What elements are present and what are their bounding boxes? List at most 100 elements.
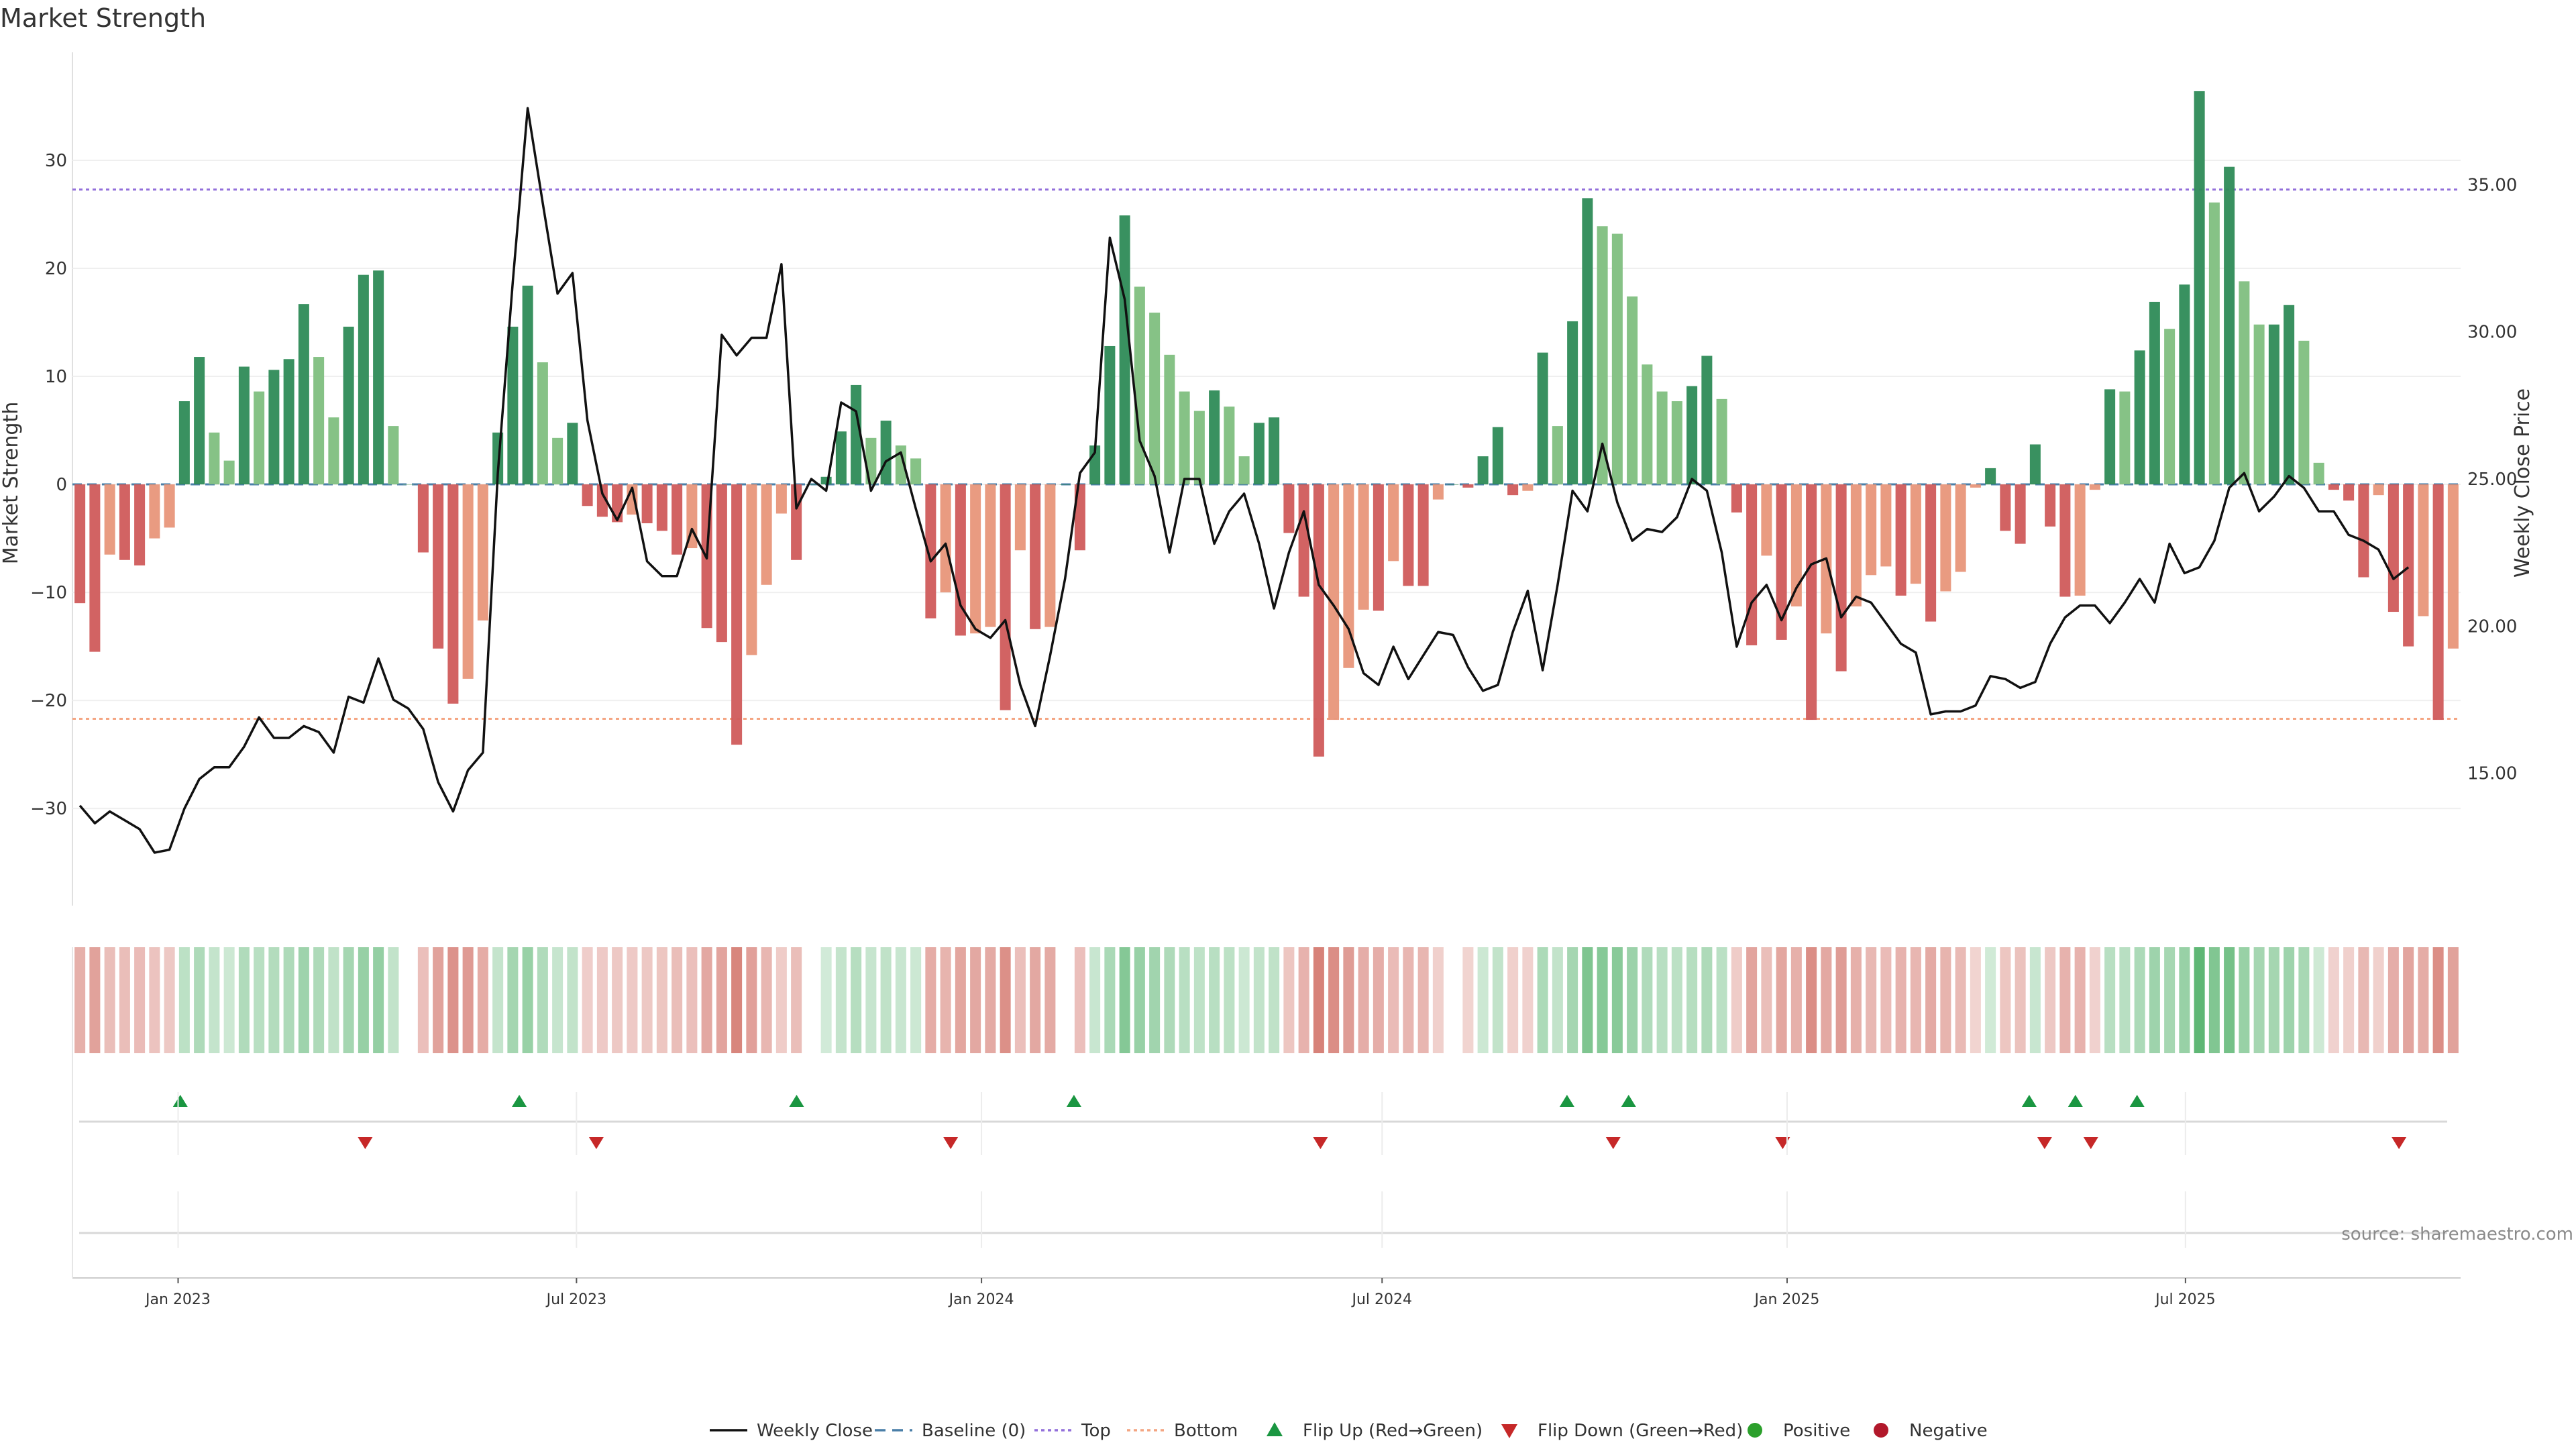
flip-down-marker [1605,1137,1621,1149]
heat-cell [2194,947,2205,1053]
flip-down-marker [1775,1137,1790,1149]
heat-cell [1074,947,1085,1053]
strength-bar [2149,301,2160,485]
heat-cell [1224,947,1235,1053]
heat-cell [2298,947,2310,1053]
strength-bar [1567,321,1578,485]
heat-cell [552,947,564,1053]
y-tick-label: 30 [45,151,67,171]
strength-bar [149,484,160,539]
strength-bar [1074,484,1085,551]
strength-bar [1328,484,1340,720]
heat-cell [1089,947,1101,1053]
strength-bar [358,274,369,485]
heat-cell [1209,947,1220,1053]
strength-bar [1835,484,1847,672]
heat-cell [343,947,354,1053]
strength-bar [1477,456,1489,485]
heat-cell [223,947,235,1053]
strength-bar [1985,468,1996,485]
strength-bar [1597,226,1608,485]
heat-cell [2239,947,2250,1053]
heat-cell [89,947,101,1053]
weekly-close-line [78,107,2410,854]
heat-cell [1761,947,1772,1053]
strength-bar [433,484,444,649]
strength-bar [1044,484,1056,627]
heat-cell [2164,947,2176,1053]
strength-bar [1209,390,1220,485]
heat-cell [612,947,623,1053]
legend-swatch-triangle-up [1267,1422,1283,1436]
strength-bar [940,484,951,593]
heat-cell [1373,947,1384,1053]
strength-bar [596,484,608,517]
strength-bar [2373,484,2384,496]
strength-bar [1776,484,1787,640]
y-tick-label: 0 [56,475,67,495]
strength-bar [672,484,683,555]
heat-cell [851,947,862,1053]
strength-bar [1611,233,1623,485]
strength-bar [1164,354,1175,485]
strength-bar [1238,456,1250,485]
flip-up-marker [2068,1095,2083,1107]
y2-tick-label: 15.00 [2467,764,2517,784]
heat-cell [1806,947,1817,1053]
strength-bar [2074,484,2086,596]
strength-bar [1000,484,1011,710]
strength-bar [283,359,294,485]
heat-cell [2328,947,2339,1053]
flip-down-marker [358,1137,373,1149]
heat-cell [2268,947,2279,1053]
strength-bar [1059,484,1071,485]
heat-cell [895,947,906,1053]
y2-tick-label: 25.00 [2467,470,2517,490]
strength-bar [537,362,548,485]
strength-bar [1642,364,1653,485]
heat-cell [656,947,667,1053]
flip-down-marker [1313,1137,1328,1149]
heat-cell [1850,947,1862,1053]
heat-cell [686,947,698,1053]
legend-item: Baseline (0) [875,1421,1026,1441]
heat-cell [1970,947,1981,1053]
strength-bar [417,484,429,553]
strength-bar [1149,313,1161,485]
heat-cell [492,947,504,1053]
strength-bar [119,484,130,560]
flip-markers-panel [79,1095,2447,1149]
heat-cell [119,947,130,1053]
heat-cell [2284,947,2295,1053]
heat-cell [1671,947,1682,1053]
strength-bar [2343,484,2355,501]
heat-cell [1925,947,1937,1053]
strength-bar [2119,391,2131,485]
heat-cell [2253,947,2265,1053]
strength-bar [656,484,667,531]
legend-swatch-triangle-down [1501,1424,1517,1438]
strength-bar [1806,484,1817,720]
heat-cell [970,947,981,1053]
strength-bar [1119,215,1130,485]
legend-item: Top [1034,1421,1111,1441]
strength-bar [820,476,832,485]
heat-cell [2447,947,2459,1053]
strength-bar [1731,484,1742,513]
heat-cell [298,947,309,1053]
legend-item: Bottom [1127,1421,1238,1441]
strength-bar [2059,484,2071,597]
heat-cell [596,947,608,1053]
heat-cell [313,947,325,1053]
x-axis-ticks: Jan 2023 Jul 2023 Jan 2024 Jul 2024 Jan 2025… [144,1092,2216,1308]
lower-panel [72,947,2461,1279]
strength-bar [343,326,354,485]
x-tick-label: Jul 2024 [1350,1291,1412,1308]
strength-bar [1283,484,1295,533]
strength-bar [1686,386,1698,485]
strength-bar [2089,484,2100,490]
strength-bar [2403,484,2414,647]
strength-bar [970,484,981,634]
heat-cell [447,947,459,1053]
strength-bar [298,304,309,485]
